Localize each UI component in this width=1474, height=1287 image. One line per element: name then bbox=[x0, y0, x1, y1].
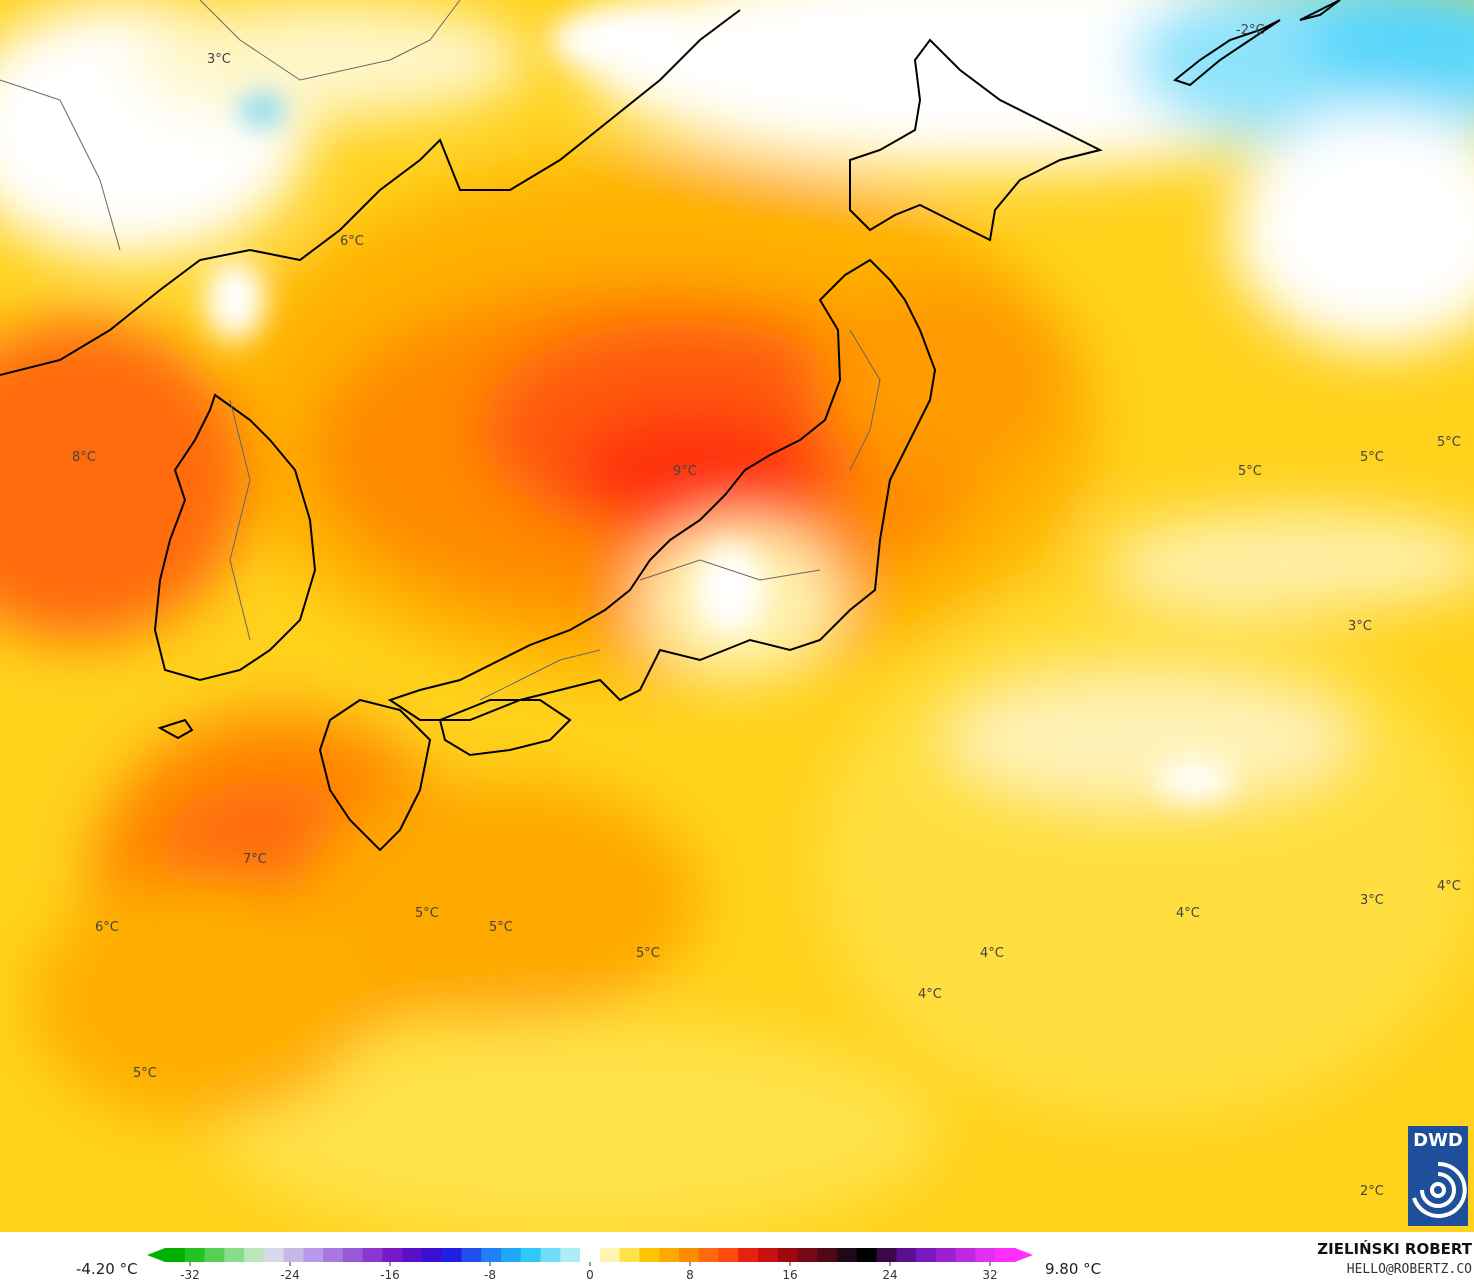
color-scale-cell bbox=[797, 1248, 818, 1262]
map-temp-label: 6°C bbox=[340, 234, 364, 249]
map-temp-label: 4°C bbox=[918, 987, 942, 1002]
map-temp-label: 8°C bbox=[72, 450, 96, 465]
color-scale: -32 -24 -16 -8 0 8 16 24 32 bbox=[147, 1248, 1033, 1282]
color-scale-cell bbox=[876, 1248, 897, 1262]
color-scale-cell bbox=[283, 1248, 304, 1262]
color-scale-cell bbox=[856, 1248, 878, 1262]
color-scale-cell bbox=[619, 1248, 640, 1262]
map-temp-label: 4°C bbox=[1176, 906, 1200, 921]
color-scale-cell bbox=[323, 1248, 344, 1262]
color-scale-cell bbox=[204, 1248, 225, 1262]
japan-honshu-coast bbox=[387, 258, 937, 721]
color-scale-cell bbox=[362, 1248, 383, 1262]
color-scale-tick-label: -32 bbox=[180, 1268, 200, 1282]
color-scale-cell bbox=[698, 1248, 719, 1262]
map-temp-label: 3°C bbox=[207, 52, 231, 67]
color-scale-cell bbox=[837, 1248, 858, 1262]
temperature-map: 3°C -2°C 6°C 8°C 9°C 5°C 5°C 5°C 3°C 7°C… bbox=[0, 0, 1474, 1232]
color-scale-tick-label: 24 bbox=[882, 1268, 897, 1282]
map-temp-label: 5°C bbox=[1360, 450, 1384, 465]
color-scale-cell bbox=[303, 1248, 324, 1262]
asia-coast bbox=[0, 9, 741, 376]
color-scale-cell bbox=[481, 1248, 502, 1262]
map-temp-label: 5°C bbox=[1238, 464, 1262, 479]
map-temp-label: 7°C bbox=[243, 852, 267, 867]
author-email: HELLO@ROBERTZ.CO bbox=[1346, 1262, 1472, 1277]
map-temp-label: 4°C bbox=[980, 946, 1004, 961]
color-scale-cell bbox=[165, 1248, 186, 1262]
color-scale-cell bbox=[738, 1248, 759, 1262]
japan-hokkaido-coast bbox=[849, 38, 1103, 242]
jeju-coast bbox=[157, 718, 194, 740]
color-scale-tick-label: -8 bbox=[484, 1268, 496, 1282]
color-scale-cell bbox=[777, 1248, 799, 1262]
color-scale-cell bbox=[639, 1248, 660, 1262]
map-temp-label: 5°C bbox=[415, 906, 439, 921]
sakhalin-coast bbox=[1172, 19, 1281, 87]
color-scale-cell bbox=[975, 1248, 996, 1262]
legend-min-value: -4.20 °C bbox=[76, 1260, 138, 1278]
dwd-swirl-icon bbox=[1412, 1161, 1467, 1218]
korea-coast bbox=[153, 393, 317, 682]
color-scale-tick-label: 16 bbox=[782, 1268, 797, 1282]
color-scale-cell bbox=[916, 1248, 937, 1262]
color-scale-cell bbox=[995, 1248, 1016, 1262]
color-scale-cell bbox=[896, 1248, 917, 1262]
japan-shikoku-coast bbox=[438, 699, 572, 757]
color-scale-cell bbox=[540, 1248, 561, 1262]
color-scale-cell bbox=[244, 1248, 265, 1262]
map-temp-label: 2°C bbox=[1360, 1184, 1384, 1199]
kuril-coast bbox=[1299, 0, 1341, 21]
color-scale-cell bbox=[678, 1248, 700, 1262]
color-scale-tick-label: 8 bbox=[686, 1268, 694, 1282]
color-scale-cell bbox=[421, 1248, 443, 1262]
color-scale-cell bbox=[263, 1248, 285, 1262]
japan-kyushu-coast bbox=[318, 698, 432, 852]
map-temp-label: 6°C bbox=[95, 920, 119, 935]
dwd-logo-text: DWD bbox=[1413, 1130, 1463, 1151]
dwd-logo: DWD bbox=[1408, 1126, 1468, 1226]
color-scale-cell bbox=[461, 1248, 482, 1262]
map-temp-label: 5°C bbox=[133, 1066, 157, 1081]
color-scale-left-arrow bbox=[147, 1248, 165, 1262]
color-scale-cell bbox=[560, 1248, 581, 1262]
color-scale-cell bbox=[402, 1248, 423, 1262]
color-scale-cell bbox=[224, 1248, 245, 1262]
color-scale-cell bbox=[817, 1248, 838, 1262]
color-scale-tick-label: 32 bbox=[982, 1268, 997, 1282]
color-scale-cell bbox=[184, 1248, 206, 1262]
color-scale-cell bbox=[599, 1248, 621, 1262]
color-scale-cell bbox=[342, 1248, 364, 1262]
color-scale-cell bbox=[935, 1248, 957, 1262]
map-temp-label: 3°C bbox=[1360, 893, 1384, 908]
color-scale-tick-label: -16 bbox=[380, 1268, 400, 1282]
color-scale-tick-label: 0 bbox=[586, 1268, 594, 1282]
color-scale-cell bbox=[758, 1248, 779, 1262]
map-temp-label: 5°C bbox=[1437, 435, 1461, 450]
color-scale-tick-label: -24 bbox=[280, 1268, 300, 1282]
map-temp-label: -2°C bbox=[1236, 23, 1265, 38]
map-temp-label: 5°C bbox=[636, 946, 660, 961]
legend-max-value: 9.80 °C bbox=[1045, 1260, 1102, 1278]
map-temp-label: 9°C bbox=[673, 464, 697, 479]
map-temp-label: 3°C bbox=[1348, 619, 1372, 634]
map-temp-label: 4°C bbox=[1437, 879, 1461, 894]
color-scale-cell bbox=[580, 1248, 601, 1262]
color-scale-cell bbox=[659, 1248, 680, 1262]
color-scale-cell bbox=[441, 1248, 463, 1262]
map-temp-label: 5°C bbox=[489, 920, 513, 935]
color-scale-cell bbox=[382, 1248, 403, 1262]
color-scale-cell bbox=[955, 1248, 976, 1262]
color-scale-cell bbox=[520, 1248, 542, 1262]
author-credit: ZIELIŃSKI ROBERT bbox=[1317, 1240, 1472, 1258]
color-scale-right-arrow bbox=[1015, 1248, 1033, 1262]
color-scale-cell bbox=[501, 1248, 522, 1262]
color-scale-cell bbox=[718, 1248, 739, 1262]
